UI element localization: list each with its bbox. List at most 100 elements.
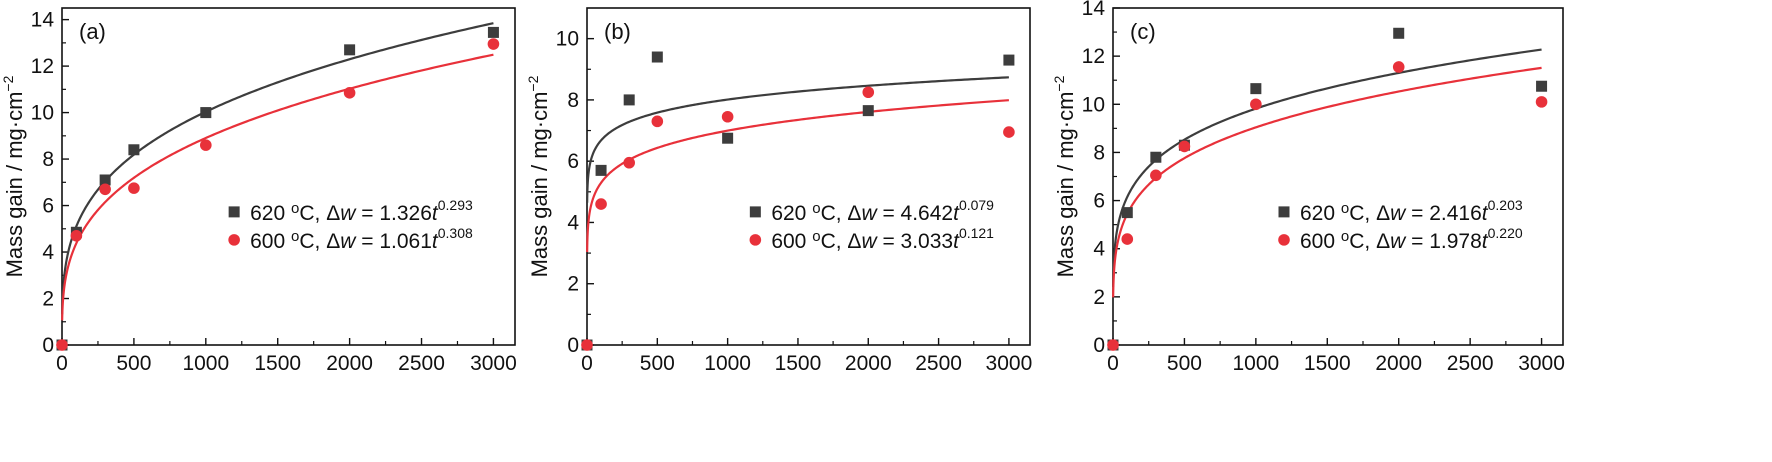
data-point-620 [623,94,635,106]
data-point-620 [862,105,874,117]
y-axis-label-sup: −2 [0,75,16,91]
legend-t: t [432,230,439,253]
y-tick-label: 8 [1093,141,1105,164]
legend-marker-600 [228,234,240,246]
x-tick-label: 3000 [1518,352,1565,375]
panel-label: (b) [604,19,631,44]
legend-delta: Δ [326,202,340,225]
y-tick-label: 10 [31,102,54,125]
legend-sep: , [836,230,848,253]
legend-unit-o: o [1341,200,1349,217]
legend-temp: 600 [1300,230,1335,253]
legend-coef: = 1.978 [1405,230,1481,253]
y-tick-label: 2 [42,288,54,311]
legend-w: w [340,230,357,253]
legend-marker-620 [749,206,761,218]
legend-unit-o: o [291,200,299,217]
y-axis-label-text: Mass gain / mg·cm [2,92,27,278]
legend-sep: , [315,202,327,225]
data-point-600 [1121,233,1134,245]
data-point-600 [1150,169,1162,182]
plot-frame [586,7,1031,346]
legend-marker-600 [749,234,762,246]
legend-w: w [861,202,878,225]
data-point-620 [487,26,499,38]
y-tick-label: 6 [1093,190,1105,213]
legend-unit-o: o [1341,228,1349,245]
panel-label: (a) [79,19,106,44]
y-tick-label: 4 [567,211,579,234]
data-point-600 [487,38,500,50]
x-tick-label: 500 [1167,352,1202,375]
legend-entry-620: 620 oC, Δw = 1.326t0.293 [250,197,473,225]
legend-t: t [432,202,439,225]
data-point-620 [651,51,663,63]
legend-unit-c: C [299,202,314,225]
legend-exponent: 0.220 [1488,225,1523,241]
y-tick-label: 2 [567,273,579,296]
legend-w: w [861,230,878,253]
legend-entry-620: 620 oC, Δw = 4.642t0.079 [771,197,994,225]
data-point-620 [1536,80,1548,92]
y-tick-label: 4 [42,241,54,264]
fit-curve-620 [1112,48,1542,287]
x-tick-label: 500 [116,352,151,375]
x-tick-label: 2500 [398,352,445,375]
x-tick-label: 500 [640,352,675,375]
legend-exponent: 0.308 [438,225,473,241]
legend-temp: 600 [771,230,806,253]
panel-label: (c) [1130,19,1156,44]
legend-coef: = 1.326 [355,202,431,225]
x-tick-label: 1000 [182,352,229,375]
legend-coef: = 1.061 [355,230,431,253]
plot-frame [1112,7,1564,346]
legend-t: t [953,202,960,225]
legend-temp: 620 [1300,202,1335,225]
legend-unit-c: C [821,230,836,253]
legend-w: w [340,202,357,225]
plot-frame [61,7,516,346]
data-point-600 [1003,126,1015,138]
y-axis-label-text: Mass gain / mg·cm [1053,92,1078,278]
y-tick-label: 0 [42,334,54,357]
data-point-620 [1003,54,1015,66]
x-tick-label: 2000 [845,352,892,375]
legend-exponent: 0.079 [959,197,994,213]
y-tick-label: 6 [42,195,54,218]
data-point-600 [343,87,356,99]
legend-delta: Δ [847,202,861,225]
y-tick-label: 4 [1093,238,1105,261]
x-tick-label: 3000 [470,352,517,375]
fit-curve-620 [586,76,1009,203]
data-point-620 [1250,83,1262,95]
data-point-620 [99,174,111,186]
data-point-600 [56,339,68,351]
chart-panel-c: 0 500 1000 1500 2000 2500 3000 0 2 4 6 8 10 12 14 Mass … [1051,0,1565,375]
x-tick-label: 1500 [254,352,301,375]
legend-temp: 620 [771,202,806,225]
legend-exponent: 0.203 [1488,197,1523,213]
legend-unit-o: o [291,228,299,245]
y-axis-label: Mass gain / mg·cm−2 [1051,75,1078,277]
legend-sep: , [315,230,327,253]
y-axis-label: Mass gain / mg·cm−2 [525,75,552,277]
data-point-600 [721,110,734,123]
legend-coef: = 4.642 [877,202,953,225]
legend-delta: Δ [1376,202,1390,225]
data-point-600 [99,183,111,196]
legend-t: t [1482,230,1489,253]
y-tick-label: 12 [31,55,54,78]
y-tick-label: 14 [31,9,55,32]
y-tick-label: 8 [42,148,54,171]
y-axis-label-sup: −2 [525,75,541,91]
chart-panel-b: 0 500 1000 1500 2000 2500 3000 0 2 4 6 8 10 Mass gain… [525,7,1032,375]
fit-curve-600 [1112,66,1542,298]
legend-marker-620 [228,206,240,218]
x-tick-label: 1500 [775,352,822,375]
legend-coef: = 2.416 [1405,202,1481,225]
y-tick-label: 6 [567,150,579,173]
legend-sep: , [1364,202,1376,225]
legend-coef: = 3.033 [877,230,953,253]
data-point-600 [595,198,607,210]
